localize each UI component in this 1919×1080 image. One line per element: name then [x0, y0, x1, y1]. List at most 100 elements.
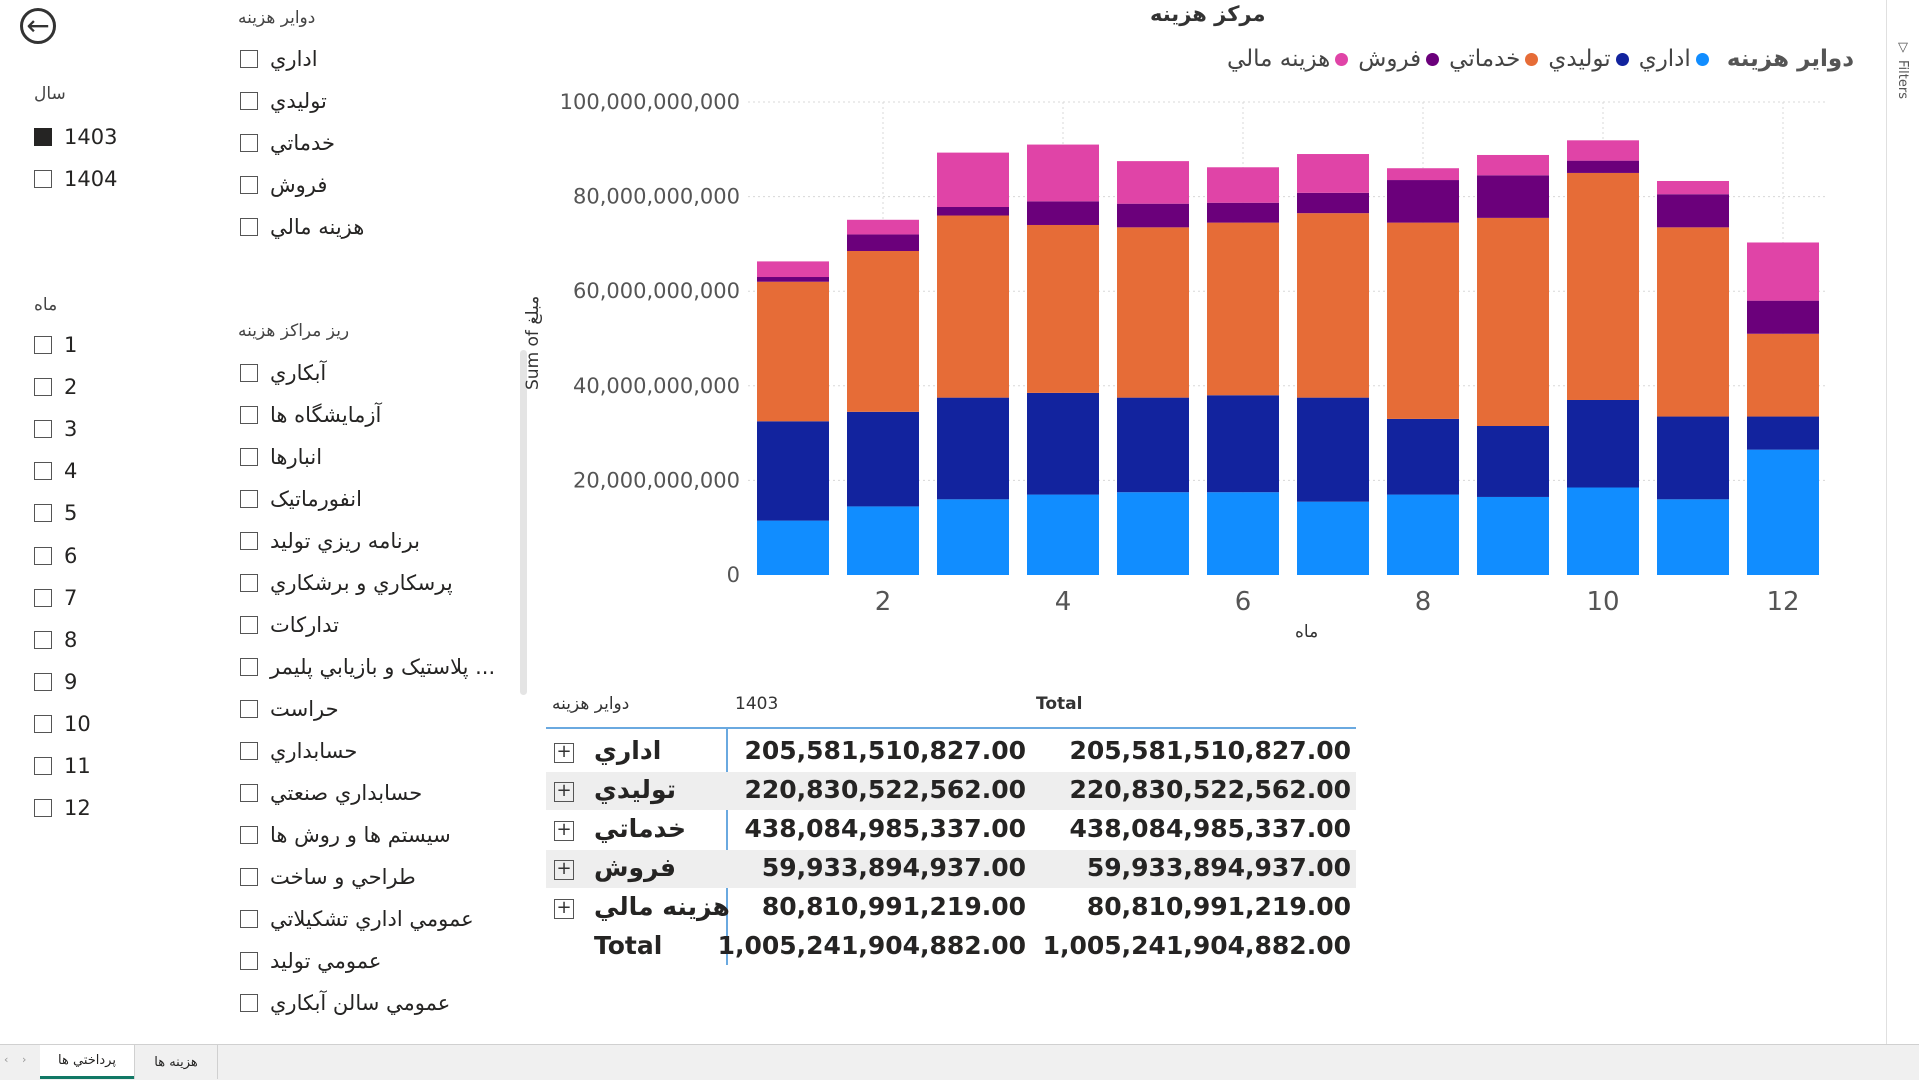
sub-cost-center-option[interactable]: حسابداري — [240, 736, 357, 766]
bar-segment[interactable] — [1387, 168, 1459, 181]
bar-segment[interactable] — [847, 506, 919, 575]
tab-costs[interactable]: هزينه ها — [134, 1045, 218, 1079]
sub-cost-center-option[interactable]: عمومي سالن آبكاري — [240, 988, 450, 1018]
month-option[interactable]: 10 — [34, 709, 91, 739]
sub-cost-center-option[interactable]: حسابداري صنعتي — [240, 778, 422, 808]
month-option[interactable]: 12 — [34, 793, 91, 823]
bar-segment[interactable] — [1747, 333, 1819, 417]
bar-segment[interactable] — [1297, 501, 1369, 575]
checkbox[interactable] — [34, 630, 52, 649]
bar-segment[interactable] — [1297, 154, 1369, 193]
bar-segment[interactable] — [757, 421, 829, 521]
bar-segment[interactable] — [1567, 399, 1639, 488]
bar-segment[interactable] — [1207, 222, 1279, 396]
sub-cost-center-option[interactable]: عمومي اداري تشكيلاتي — [240, 904, 474, 934]
checkbox[interactable] — [240, 532, 258, 550]
bar-segment[interactable] — [1207, 202, 1279, 223]
bar-segment[interactable] — [1117, 397, 1189, 493]
bar-segment[interactable] — [1027, 392, 1099, 495]
checkbox[interactable] — [34, 462, 52, 481]
checkbox[interactable] — [240, 994, 258, 1012]
bar-segment[interactable] — [1297, 213, 1369, 398]
bar-segment[interactable] — [937, 499, 1009, 575]
bar-segment[interactable] — [1387, 418, 1459, 495]
bar-segment[interactable] — [1567, 487, 1639, 575]
checkbox[interactable] — [240, 490, 258, 508]
sub-cost-center-option[interactable]: انبارها — [240, 442, 322, 472]
checkbox[interactable] — [240, 176, 258, 194]
month-option[interactable]: 3 — [34, 414, 77, 444]
checkbox[interactable] — [240, 50, 258, 68]
sub-cost-center-option[interactable]: حراست — [240, 694, 339, 724]
checkbox[interactable] — [34, 504, 52, 523]
cost-circle-option[interactable]: توليدي — [240, 86, 327, 116]
bar-segment[interactable] — [1297, 192, 1369, 214]
bar-segment[interactable] — [937, 215, 1009, 398]
bar-segment[interactable] — [847, 250, 919, 412]
legend-item[interactable]: فروش — [1358, 46, 1440, 72]
bar-segment[interactable] — [1477, 496, 1549, 575]
month-option[interactable]: 7 — [34, 583, 77, 613]
slicer-scrollbar[interactable] — [520, 350, 527, 695]
checkbox[interactable] — [34, 799, 52, 818]
expand-icon[interactable]: + — [554, 782, 574, 802]
checkbox[interactable] — [34, 336, 52, 354]
checkbox[interactable] — [34, 378, 52, 397]
sub-cost-center-option[interactable]: آبكاري — [240, 358, 326, 388]
bar-segment[interactable] — [1657, 499, 1729, 575]
sub-cost-center-option[interactable]: سيستم ها و روش ها — [240, 820, 451, 850]
bar-segment[interactable] — [757, 281, 829, 422]
checkbox[interactable] — [240, 448, 258, 466]
checkbox[interactable] — [240, 700, 258, 718]
tab-scroll-right-icon[interactable]: › — [22, 1053, 27, 1066]
bar-segment[interactable] — [1027, 494, 1099, 575]
bar-segment[interactable] — [1567, 140, 1639, 161]
bar-segment[interactable] — [757, 261, 829, 278]
checkbox[interactable] — [34, 672, 52, 691]
sub-cost-center-option[interactable]: انفورماتيک — [240, 484, 362, 514]
bar-segment[interactable] — [847, 219, 919, 235]
legend-item[interactable]: خدماتي — [1449, 46, 1539, 72]
bar-segment[interactable] — [1477, 154, 1549, 176]
bar-segment[interactable] — [937, 397, 1009, 500]
checkbox[interactable] — [34, 420, 52, 439]
bar-segment[interactable] — [1477, 426, 1549, 497]
bar-segment[interactable] — [1117, 161, 1189, 204]
checkbox[interactable] — [240, 784, 258, 802]
checkbox[interactable] — [240, 826, 258, 844]
checkbox[interactable] — [240, 658, 258, 676]
sub-cost-center-option[interactable]: پرسكاري و برشكاري — [240, 568, 453, 598]
month-option[interactable]: 9 — [34, 667, 77, 697]
month-option[interactable]: 11 — [34, 751, 91, 781]
tab-scroll-left-icon[interactable]: ‹ — [4, 1053, 9, 1066]
bar-segment[interactable] — [757, 520, 829, 575]
expand-icon[interactable]: + — [554, 743, 574, 763]
bar-segment[interactable] — [1747, 416, 1819, 450]
bar-segment[interactable] — [1027, 224, 1099, 393]
checkbox[interactable] — [240, 742, 258, 760]
expand-icon[interactable]: + — [554, 860, 574, 880]
bar-segment[interactable] — [847, 411, 919, 507]
checkbox[interactable] — [34, 588, 52, 607]
bar-segment[interactable] — [937, 152, 1009, 208]
legend-item[interactable]: هزينه مالي — [1227, 46, 1349, 72]
checkbox[interactable] — [240, 868, 258, 886]
year-option[interactable]: 1403 — [34, 122, 117, 152]
month-option[interactable]: 8 — [34, 625, 77, 655]
expand-icon[interactable]: + — [554, 899, 574, 919]
bar-segment[interactable] — [1567, 160, 1639, 173]
sub-cost-center-option[interactable]: برنامه ريزي توليد — [240, 526, 420, 556]
checkbox[interactable] — [34, 546, 52, 565]
bar-segment[interactable] — [1747, 449, 1819, 575]
bar-segment[interactable] — [1207, 395, 1279, 493]
checkbox[interactable] — [34, 170, 52, 188]
bar-segment[interactable] — [1477, 175, 1549, 218]
bar-segment[interactable] — [1747, 242, 1819, 301]
checkbox[interactable] — [240, 134, 258, 152]
bar-segment[interactable] — [1567, 172, 1639, 400]
bar-segment[interactable] — [1297, 397, 1369, 502]
cost-circle-option[interactable]: خدماتي — [240, 128, 335, 158]
filters-pane[interactable]: ▽ Filters — [1886, 0, 1919, 1044]
checkbox[interactable] — [240, 910, 258, 928]
bar-segment[interactable] — [1027, 201, 1099, 225]
